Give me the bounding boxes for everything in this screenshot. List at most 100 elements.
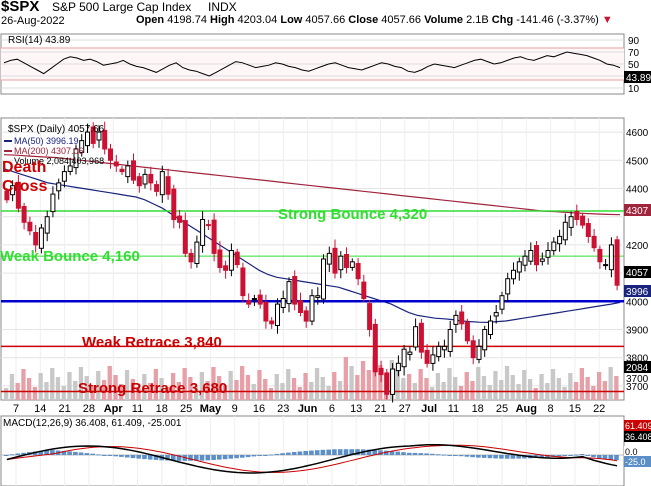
volume-bar xyxy=(142,374,147,400)
macd-histogram-bar xyxy=(332,449,337,455)
high-label: High xyxy=(210,14,235,26)
volume-bar xyxy=(61,386,66,400)
volume-bar xyxy=(222,385,228,400)
volume-bar xyxy=(50,368,55,400)
volume-bar xyxy=(107,366,112,400)
volume-bar xyxy=(159,378,164,400)
macd-histogram-bar xyxy=(337,449,343,455)
macd-histogram-bar xyxy=(286,452,291,455)
macd-histogram-bar xyxy=(96,454,101,456)
macd-line xyxy=(6,443,618,474)
macd-histogram-bar xyxy=(171,455,176,461)
volume-bar xyxy=(205,381,210,400)
volume-bar xyxy=(130,379,135,400)
macd-histogram-bar xyxy=(372,449,377,455)
macd-histogram-bar xyxy=(228,455,234,459)
rsi-legend: RSI(14) 43.89 xyxy=(8,35,71,46)
volume-bar xyxy=(556,378,561,400)
volume-bar xyxy=(67,372,72,400)
macd-histogram-bar xyxy=(67,451,72,455)
macd-right-label: 61.409 xyxy=(625,421,651,431)
candle-body xyxy=(585,223,591,237)
x-tick-label: 13 xyxy=(350,403,362,415)
x-tick-label: May xyxy=(200,403,222,415)
volume-bar xyxy=(153,369,158,400)
candle-body xyxy=(459,311,465,325)
x-tick-label: 25 xyxy=(496,403,508,415)
candle-body xyxy=(194,241,200,265)
volume-bar xyxy=(314,368,320,400)
volume-bar xyxy=(182,368,187,400)
macd-histogram-bar xyxy=(326,449,331,455)
macd-histogram-bar xyxy=(418,453,424,455)
macd-histogram-bar xyxy=(458,455,464,457)
macd-histogram-bar xyxy=(401,452,406,455)
x-tick-label: 8 xyxy=(548,403,554,415)
macd-histogram-bar xyxy=(464,455,470,457)
volume-bar xyxy=(326,386,331,400)
candle-body xyxy=(574,211,580,221)
candle-body xyxy=(557,235,563,245)
macd-histogram-bar xyxy=(355,449,360,455)
macd-histogram-bar xyxy=(297,451,303,455)
x-tick-label: 23 xyxy=(277,403,289,415)
price-tick-label: 3900 xyxy=(626,326,649,337)
volume-bar xyxy=(550,369,556,400)
candle-body xyxy=(522,255,528,266)
volume-bar xyxy=(171,373,176,400)
candle-body xyxy=(85,131,90,147)
volume-bar xyxy=(90,385,95,400)
macd-histogram-bar xyxy=(430,453,435,455)
volume-bar xyxy=(73,381,78,400)
candle-body xyxy=(614,239,620,286)
macd-histogram-bar xyxy=(614,455,619,461)
volume-right-label-2: 3700 xyxy=(626,374,649,385)
weak-bounce-label: Weak Bounce 4,160 xyxy=(0,248,140,265)
candle-body xyxy=(303,310,309,322)
candle-body xyxy=(200,219,206,246)
x-tick-label: 14 xyxy=(34,403,46,415)
macd-histogram-bar xyxy=(309,450,314,455)
volume-bar xyxy=(234,380,239,400)
ma50-line xyxy=(3,168,621,324)
volume-bar xyxy=(38,373,43,400)
macd-histogram-bar xyxy=(73,451,78,455)
candle-body xyxy=(38,227,44,249)
macd-histogram-bar xyxy=(274,453,280,455)
candle-body xyxy=(407,351,413,355)
x-tick-label: 18 xyxy=(472,403,484,415)
volume-label: Volume xyxy=(424,14,464,26)
macd-histogram-bar xyxy=(84,453,90,455)
candle-body xyxy=(321,258,326,300)
ma200-right-label: 4307 xyxy=(626,206,649,217)
candle-body xyxy=(476,345,482,360)
price-tick-label: 4600 xyxy=(626,128,649,139)
macd-histogram-bar xyxy=(597,455,602,459)
volume-bar xyxy=(562,387,567,400)
macd-right-label: -25.0 xyxy=(625,457,646,467)
candle-body xyxy=(378,367,384,376)
candle-body xyxy=(154,184,160,192)
candle-body xyxy=(395,362,401,372)
macd-histogram-bar xyxy=(314,450,320,455)
candle-body xyxy=(447,329,453,352)
candle-body xyxy=(217,249,223,268)
price-panel: 460045004400420041004000390038003700 $SP… xyxy=(0,117,651,403)
candle-body xyxy=(211,219,217,254)
macd-histogram-bar xyxy=(585,455,591,456)
macd-histogram-bar xyxy=(188,455,193,461)
x-tick-label: 28 xyxy=(83,403,95,415)
candle-body xyxy=(603,264,609,267)
candle-body xyxy=(269,320,275,325)
x-axis: 7 14 21 28 Apr 11 18 25 May 9 16 23 Jun 6 13 21 27 Jul 11 1… xyxy=(13,403,605,415)
volume-bar xyxy=(165,387,170,400)
volume-bar xyxy=(245,375,251,400)
volume-bar xyxy=(124,370,130,400)
x-tick-label: Aug xyxy=(516,403,537,415)
candle-body xyxy=(511,269,516,280)
volume-bar xyxy=(499,380,504,400)
macd-histogram-bar xyxy=(516,455,521,459)
legend-volume: Volume 2,084,403,968 xyxy=(14,156,104,166)
macd-histogram-bar xyxy=(176,455,182,461)
x-tick-label: 18 xyxy=(156,403,168,415)
